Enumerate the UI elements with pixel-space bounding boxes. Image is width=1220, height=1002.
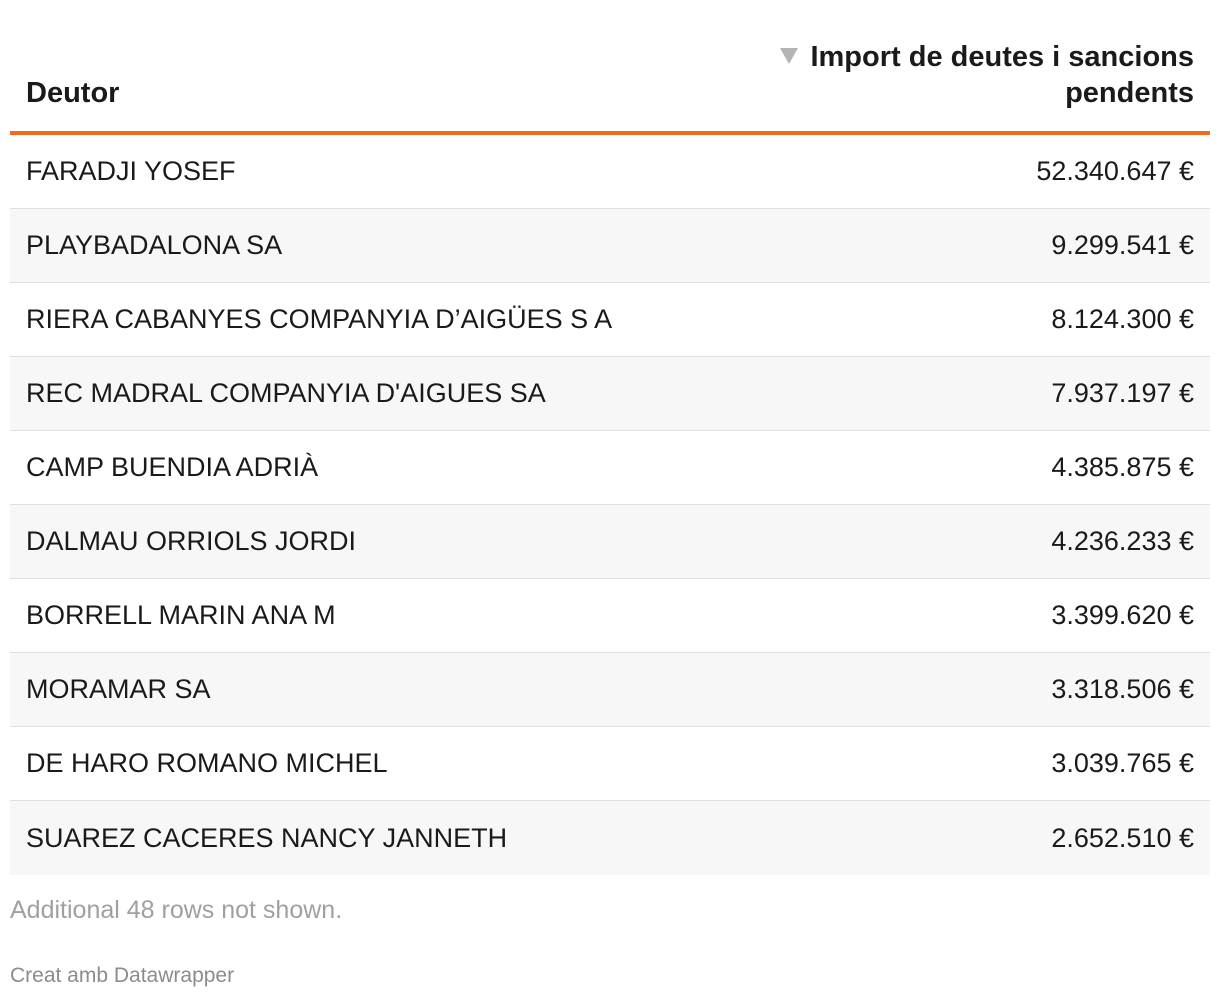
rows-hidden-note: Additional 48 rows not shown. [10, 896, 343, 924]
amount-cell: 4.236.233 € [1051, 526, 1194, 556]
column-header-debtor[interactable]: Deutor [26, 77, 120, 109]
debtor-name-cell: DALMAU ORRIOLS JORDI [26, 526, 357, 556]
amount-cell: 3.039.765 € [1051, 748, 1194, 778]
column-header-amount[interactable]: Import de deutes i sancions pendents [674, 39, 1194, 111]
table-row: SUAREZ CACERES NANCY JANNETH 2.652.510 € [10, 801, 1210, 875]
debtor-name-cell: PLAYBADALONA SA [26, 230, 283, 260]
table-body: FARADJI YOSEF 52.340.647 € PLAYBADALONA … [10, 135, 1210, 875]
table-row: PLAYBADALONA SA 9.299.541 € [10, 209, 1210, 283]
table-row: DALMAU ORRIOLS JORDI 4.236.233 € [10, 505, 1210, 579]
table-row: FARADJI YOSEF 52.340.647 € [10, 135, 1210, 209]
amount-cell: 8.124.300 € [1051, 304, 1194, 334]
debtor-name-cell: CAMP BUENDIA ADRIÀ [26, 452, 319, 482]
debtors-table: Deutor Import de deutes i sancions pende… [10, 40, 1210, 875]
sort-descending-icon[interactable] [780, 48, 799, 64]
table-row: BORRELL MARIN ANA M 3.399.620 € [10, 579, 1210, 653]
debtor-name-cell: FARADJI YOSEF [26, 156, 236, 186]
column-header-amount-line1: Import de deutes i sancions [810, 41, 1194, 73]
table-header: Deutor Import de deutes i sancions pende… [10, 40, 1210, 135]
datawrapper-credit-link[interactable]: Creat amb Datawrapper [10, 964, 235, 987]
amount-cell: 3.318.506 € [1051, 674, 1194, 704]
amount-cell: 2.652.510 € [1051, 822, 1194, 853]
amount-cell: 52.340.647 € [1036, 156, 1194, 186]
debtor-name-cell: DE HARO ROMANO MICHEL [26, 748, 388, 778]
table-row: MORAMAR SA 3.318.506 € [10, 653, 1210, 727]
table-row: DE HARO ROMANO MICHEL 3.039.765 € [10, 727, 1210, 801]
table-row: REC MADRAL COMPANYIA D'AIGUES SA 7.937.1… [10, 357, 1210, 431]
amount-cell: 7.937.197 € [1051, 378, 1194, 408]
amount-cell: 3.399.620 € [1051, 600, 1194, 630]
column-header-amount-line2: pendents [1065, 77, 1194, 109]
debtor-name-cell: MORAMAR SA [26, 674, 211, 704]
amount-cell: 9.299.541 € [1051, 230, 1194, 260]
debtor-name-cell: REC MADRAL COMPANYIA D'AIGUES SA [26, 378, 546, 408]
debtor-name-cell: SUAREZ CACERES NANCY JANNETH [26, 822, 508, 853]
debtor-name-cell: RIERA CABANYES COMPANYIA D’AIGÜES S A [26, 304, 613, 334]
debtor-name-cell: BORRELL MARIN ANA M [26, 600, 336, 630]
amount-cell: 4.385.875 € [1051, 452, 1194, 482]
table-row: CAMP BUENDIA ADRIÀ 4.385.875 € [10, 431, 1210, 505]
table-row: RIERA CABANYES COMPANYIA D’AIGÜES S A 8.… [10, 283, 1210, 357]
